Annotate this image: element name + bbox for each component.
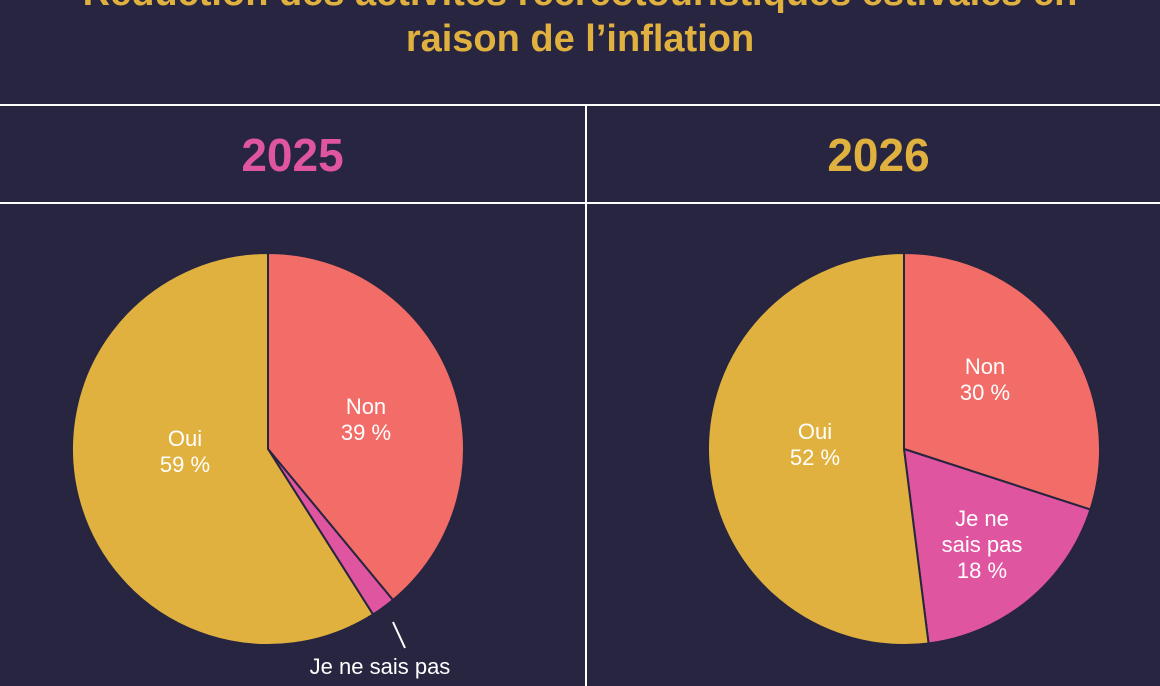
pie-slice (707, 251, 930, 646)
pie-slice (71, 251, 375, 646)
chart-title: 2025 (241, 129, 344, 181)
category-label: Non (345, 394, 387, 419)
category-label: Oui (167, 426, 203, 451)
slice-label: Oui 52 % (760, 419, 870, 471)
category-label: Je ne sais pas (309, 654, 451, 679)
category-label: Je ne sais pas (941, 506, 1023, 557)
slice-label: Je ne sais pas (280, 654, 480, 680)
leader-line (392, 621, 406, 649)
value-label: 30 % (959, 380, 1011, 405)
category-label: Non (964, 354, 1006, 379)
slice-label: Oui 59 % (130, 426, 240, 478)
pie-slice (267, 251, 465, 602)
pie-slice (902, 447, 1092, 645)
value-label: 59 % (159, 452, 211, 477)
slice-label: Non 39 % (311, 394, 421, 446)
category-label: Oui (797, 419, 833, 444)
chart-title: 2026 (827, 129, 930, 181)
title: Réduction des activités récréotouristiqu… (83, 0, 1078, 60)
value-label: 39 % (340, 420, 392, 445)
value-label: 18 % (956, 558, 1008, 583)
slice-label: Non 30 % (930, 354, 1040, 406)
slice-label: Je ne sais pas 18 % (940, 506, 1025, 584)
pie-slice (903, 251, 1101, 511)
value-label: 52 % (789, 445, 841, 470)
